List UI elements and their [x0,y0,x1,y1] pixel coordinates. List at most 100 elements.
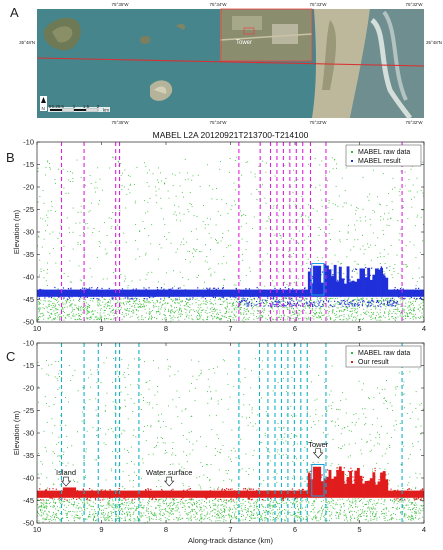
raw-point [80,314,82,315]
raw-point [343,316,345,318]
raw-point [282,297,283,299]
raw-point [347,307,348,309]
raw-point [280,235,282,237]
raw-point [283,315,285,317]
result-point [356,303,358,305]
raw-point [407,218,409,220]
result-point [205,291,207,293]
raw-point [196,316,198,318]
result-segment [202,289,205,297]
raw-point [54,516,55,518]
raw-point [341,315,343,317]
raw-point [127,301,129,303]
raw-point [373,445,375,447]
raw-point [343,303,345,305]
result-point [96,291,98,293]
raw-point [147,521,148,523]
raw-point [148,403,150,405]
result-point [332,283,334,285]
raw-point [408,518,410,520]
raw-point [49,233,51,235]
raw-point [321,506,323,508]
raw-point [335,317,337,318]
raw-point [276,439,278,441]
raw-point [382,173,384,175]
raw-point [359,514,361,515]
result-point [168,288,170,290]
raw-point [251,299,253,301]
raw-point [201,518,203,520]
raw-point [127,374,129,375]
raw-point [172,300,174,302]
raw-point [336,512,338,514]
raw-point [355,413,357,415]
raw-point [228,470,229,471]
raw-point [74,304,76,306]
result-segment [88,289,92,297]
raw-point [163,297,165,299]
raw-point [271,510,273,512]
raw-point [58,304,60,306]
raw-point [392,302,394,304]
raw-point [243,317,244,319]
raw-point [248,267,250,269]
raw-point [291,376,293,378]
raw-point [169,315,171,317]
result-point [130,295,132,297]
raw-point [150,426,152,428]
raw-point [191,509,193,511]
raw-point [39,506,41,508]
raw-point [319,298,321,300]
raw-point [178,302,180,304]
raw-point [223,480,225,482]
raw-point [312,309,313,311]
raw-point [164,183,166,185]
raw-point [157,386,159,387]
raw-point [54,317,56,319]
result-segment [243,289,247,297]
raw-point [172,498,174,500]
raw-point [299,502,301,504]
result-point [122,290,125,292]
raw-point [84,308,86,310]
raw-point [108,504,110,506]
raw-point [46,403,48,404]
raw-point [369,499,371,500]
raw-point [255,503,257,505]
raw-point [411,502,412,504]
raw-point [189,310,191,312]
raw-point [413,196,415,198]
raw-point [139,279,141,281]
result-point [280,292,283,295]
raw-point [197,318,199,320]
raw-point [406,413,408,414]
raw-point [246,511,247,513]
result-point [397,303,399,305]
result-point [312,303,314,305]
raw-point [390,514,392,516]
raw-point [380,319,382,321]
raw-point [170,428,172,430]
raw-point [318,375,320,377]
result-point [209,287,211,289]
raw-point [206,300,208,302]
raw-point [277,509,279,511]
raw-point [311,309,313,311]
raw-point [98,231,100,233]
raw-point [129,298,131,300]
raw-point [175,310,177,312]
raw-point [339,230,341,232]
raw-point [265,227,267,229]
result-point [350,281,352,283]
result-point [343,299,345,302]
raw-point [350,308,352,310]
raw-point [233,200,235,202]
raw-point [350,315,352,317]
raw-point [46,262,48,264]
raw-point [92,300,94,302]
raw-point [397,307,399,309]
raw-point [348,306,350,308]
raw-point [84,184,86,186]
raw-point [91,311,93,313]
result-point [160,293,162,295]
